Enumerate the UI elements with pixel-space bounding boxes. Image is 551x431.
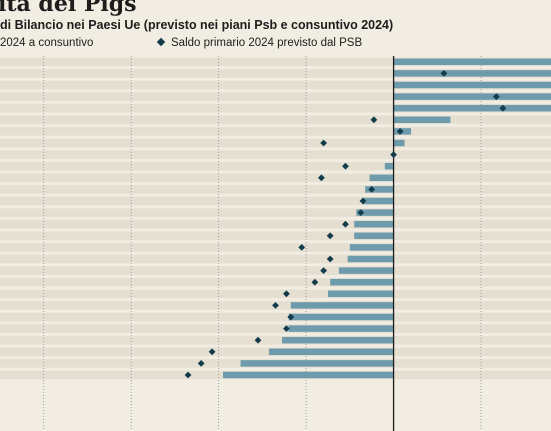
diamond-marker xyxy=(318,174,325,182)
bar xyxy=(288,325,394,332)
legend-dot-label: Saldo primario 2024 previsto dal PSB xyxy=(171,37,363,49)
bar xyxy=(290,302,394,309)
bar xyxy=(393,93,551,100)
row-band xyxy=(0,92,551,101)
diamond-marker xyxy=(320,267,328,274)
diamond-marker xyxy=(283,290,290,298)
diamond-marker xyxy=(396,128,404,135)
row-band xyxy=(0,231,551,241)
bar xyxy=(282,336,394,344)
bar xyxy=(369,174,394,182)
row-band xyxy=(0,219,551,229)
legend-dot-item: Saldo primario 2024 previsto dal PSB xyxy=(156,35,363,51)
row-band xyxy=(0,57,551,67)
diamond-marker xyxy=(326,255,334,263)
bar xyxy=(393,81,551,89)
bar xyxy=(338,267,394,274)
bar xyxy=(393,139,405,147)
row-band xyxy=(0,103,551,113)
bar xyxy=(365,186,394,193)
diamond-marker xyxy=(254,336,262,344)
bar xyxy=(349,244,394,251)
row-band xyxy=(0,289,551,299)
bar xyxy=(223,371,394,379)
bar xyxy=(393,58,551,66)
row-band xyxy=(0,185,551,194)
bar xyxy=(354,220,394,228)
bars xyxy=(223,58,551,379)
row-band xyxy=(0,150,551,159)
row-band xyxy=(0,80,551,90)
chart-subtitle: di Bilancio nei Paesi Ue (previsto nei p… xyxy=(0,18,394,32)
diamond-marker xyxy=(298,244,306,251)
row-band xyxy=(0,196,551,206)
diamond-marker xyxy=(311,278,319,286)
row-band xyxy=(0,69,551,78)
row-band xyxy=(0,138,551,148)
diamond-marker xyxy=(272,302,279,309)
row-band xyxy=(0,335,551,345)
bar xyxy=(393,70,551,77)
bar xyxy=(240,360,394,367)
row-band xyxy=(0,266,551,275)
bar xyxy=(384,162,394,170)
diamond-marker xyxy=(368,186,376,193)
diamond-marker xyxy=(287,313,295,321)
diamond-marker xyxy=(440,70,448,77)
diamond-marker xyxy=(283,325,290,332)
bar xyxy=(347,255,394,263)
row-band xyxy=(0,254,551,264)
diamond-marker xyxy=(197,360,205,367)
bar xyxy=(330,278,394,286)
diamond-marker xyxy=(320,139,328,147)
diamond-marker xyxy=(357,209,365,216)
row-band xyxy=(0,243,551,252)
bar xyxy=(356,209,394,216)
bar xyxy=(362,197,394,205)
row-band xyxy=(0,115,551,125)
diamond-marker xyxy=(499,104,507,112)
bar xyxy=(327,290,394,298)
diamond-marker xyxy=(184,371,192,379)
diamond-marker xyxy=(390,151,397,158)
diamond-marker xyxy=(326,232,334,240)
bar xyxy=(288,313,394,321)
row-band xyxy=(0,324,551,333)
gridlines xyxy=(43,56,482,431)
row-band xyxy=(0,312,551,322)
bar xyxy=(268,348,394,356)
diamond-marker xyxy=(208,348,216,356)
chart-title: ita dei Pigs xyxy=(0,0,137,17)
diamond-marker xyxy=(342,220,349,228)
bar xyxy=(354,232,394,240)
bar xyxy=(393,104,551,112)
legend: 2024 a consuntivo Saldo primario 2024 pr… xyxy=(0,35,551,51)
row-band xyxy=(0,161,551,171)
row-band xyxy=(0,277,551,287)
row-band xyxy=(0,208,551,217)
diamond-marker xyxy=(359,197,367,205)
diamond-marker xyxy=(370,116,378,124)
legend-bar-label: 2024 a consuntivo xyxy=(0,37,94,49)
bar xyxy=(393,116,451,124)
row-band xyxy=(0,173,551,183)
markers xyxy=(184,70,507,379)
diamond-marker xyxy=(342,162,349,170)
row-band xyxy=(0,127,551,136)
diamond-marker xyxy=(492,93,500,100)
